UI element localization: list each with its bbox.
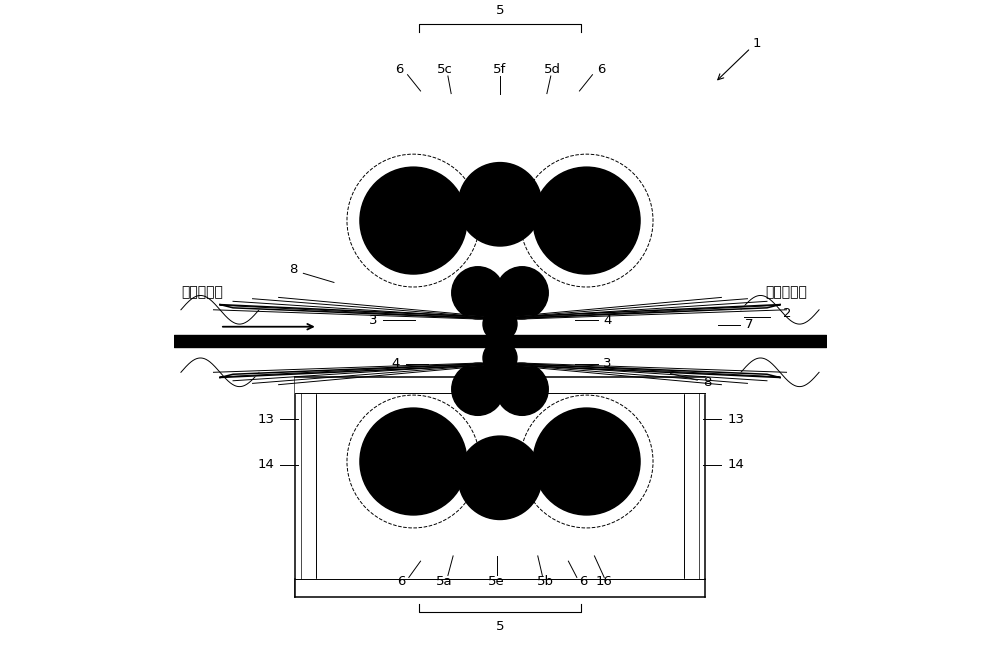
Text: +: + bbox=[579, 453, 594, 471]
Text: 7: 7 bbox=[745, 318, 754, 331]
Polygon shape bbox=[295, 579, 705, 597]
Text: 4: 4 bbox=[603, 313, 612, 326]
Text: 5: 5 bbox=[496, 5, 504, 18]
Text: 13: 13 bbox=[257, 413, 274, 426]
Text: 6: 6 bbox=[579, 575, 588, 588]
Circle shape bbox=[360, 408, 467, 515]
Text: 5c: 5c bbox=[437, 63, 453, 76]
Circle shape bbox=[483, 341, 517, 375]
Text: 5f: 5f bbox=[493, 63, 507, 76]
Text: +: + bbox=[494, 470, 506, 485]
Circle shape bbox=[533, 408, 640, 515]
Text: ×: × bbox=[407, 213, 420, 228]
Circle shape bbox=[496, 267, 548, 319]
Polygon shape bbox=[503, 304, 780, 319]
Text: 14: 14 bbox=[727, 458, 744, 471]
Circle shape bbox=[533, 167, 640, 274]
Text: ×: × bbox=[495, 198, 505, 211]
Text: 5a: 5a bbox=[436, 575, 453, 588]
Text: 13: 13 bbox=[727, 413, 744, 426]
Circle shape bbox=[551, 426, 622, 498]
Text: 5d: 5d bbox=[544, 63, 561, 76]
Circle shape bbox=[452, 363, 504, 415]
Text: 8: 8 bbox=[289, 263, 298, 276]
Text: 6: 6 bbox=[397, 575, 405, 588]
Text: 3: 3 bbox=[603, 357, 612, 370]
Text: 3: 3 bbox=[369, 313, 377, 326]
Text: 6: 6 bbox=[597, 63, 605, 76]
Text: 5e: 5e bbox=[488, 575, 505, 588]
Text: ×: × bbox=[580, 213, 593, 228]
Text: 1: 1 bbox=[753, 37, 761, 50]
Circle shape bbox=[473, 177, 527, 231]
Text: 5b: 5b bbox=[537, 575, 554, 588]
Text: 5: 5 bbox=[496, 620, 504, 633]
Text: 6: 6 bbox=[395, 63, 403, 76]
Polygon shape bbox=[503, 363, 780, 377]
Polygon shape bbox=[220, 363, 497, 377]
Circle shape bbox=[378, 185, 449, 257]
Circle shape bbox=[458, 163, 542, 246]
Circle shape bbox=[452, 267, 504, 319]
Text: 7: 7 bbox=[211, 338, 220, 351]
Text: 4: 4 bbox=[392, 357, 400, 370]
Text: 16: 16 bbox=[596, 575, 613, 588]
Circle shape bbox=[496, 363, 548, 415]
Text: 14: 14 bbox=[257, 458, 274, 471]
Text: 8: 8 bbox=[703, 375, 711, 389]
Text: （下游側）: （下游側） bbox=[766, 285, 807, 299]
Circle shape bbox=[483, 307, 517, 341]
Circle shape bbox=[378, 426, 449, 498]
Circle shape bbox=[473, 451, 527, 505]
Text: 2: 2 bbox=[783, 307, 792, 320]
Polygon shape bbox=[220, 304, 497, 319]
Circle shape bbox=[551, 185, 622, 257]
Text: （上游側）: （上游側） bbox=[181, 285, 223, 299]
Circle shape bbox=[458, 436, 542, 519]
Polygon shape bbox=[295, 377, 705, 393]
Text: +: + bbox=[406, 453, 421, 471]
Circle shape bbox=[360, 167, 467, 274]
